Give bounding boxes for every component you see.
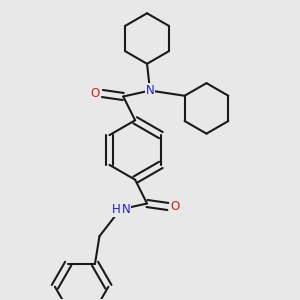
Text: N: N <box>146 84 154 97</box>
Text: O: O <box>171 200 180 213</box>
Text: H: H <box>112 203 120 216</box>
Text: N: N <box>122 203 130 216</box>
Text: O: O <box>90 87 100 100</box>
